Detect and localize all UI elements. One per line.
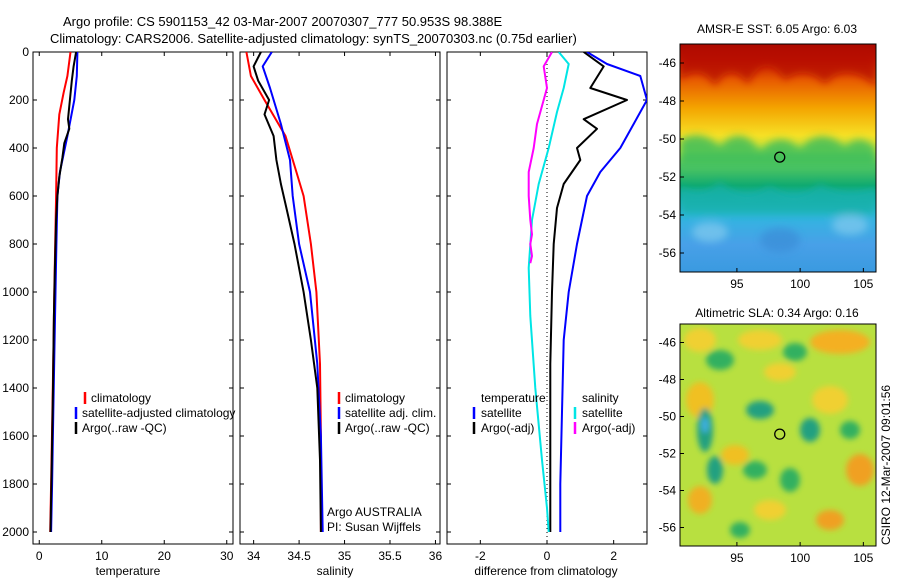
map-y-tick-label: -54 <box>659 484 677 498</box>
difference-panel: -2 0 2 difference from climatology tempera… <box>446 51 648 578</box>
series-line-argo-raw-qc <box>252 52 322 533</box>
sst-map-image <box>680 44 876 272</box>
y-tick-label: 800 <box>9 237 29 251</box>
series-line-climatology <box>245 52 322 532</box>
legend-argo: Argo(..raw -QC) <box>82 421 167 435</box>
difference-xlabel: difference from climatology <box>474 564 617 578</box>
map-x-tick-label: 100 <box>790 277 810 291</box>
map-y-tick-label: -48 <box>659 94 677 108</box>
series-line-argo-raw-qc <box>49 52 78 533</box>
difference-ticks: -2 0 2 <box>447 51 647 563</box>
sla-map-panel: Altimetric SLA: 0.34 Argo: 0.16 <box>659 306 877 566</box>
y-tick-label: 0 <box>22 45 29 59</box>
x-tick-label: 30 <box>220 549 234 563</box>
x-tick-label: 2 <box>610 549 617 563</box>
y-tick-label: 400 <box>9 141 29 155</box>
legend-climatology: climatology <box>345 391 405 405</box>
sla-argo-location-marker <box>774 428 786 440</box>
sla-map-image <box>680 324 876 546</box>
sst-map-frame <box>679 43 877 273</box>
temperature-axes-box <box>32 51 234 545</box>
series-line-temperature-satellite <box>559 52 647 532</box>
annotation-argo-australia: Argo AUSTRALIA <box>327 505 422 519</box>
salinity-lines <box>245 52 324 533</box>
temperature-legend: climatology satellite-adjusted climatolo… <box>74 391 235 435</box>
legend-satellite-adj: satellite adj. clim. <box>345 406 436 420</box>
figure-title-line1: Argo profile: CS 5901153_42 03-Mar-2007 … <box>63 14 503 29</box>
difference-axes-box <box>446 51 648 545</box>
map-x-tick-label: 105 <box>853 551 873 565</box>
sla-map-ticks: 95 100 105 -46 -48 -50 -52 -54 -56 <box>659 336 874 566</box>
difference-lines <box>527 52 647 533</box>
salinity-panel: 34 34.5 35 35.5 36 salinity climatology sate… <box>239 51 443 578</box>
difference-legend: temperature salinity satellite Argo(-adj… <box>472 391 635 435</box>
series-line-salinity-satellite <box>527 52 570 533</box>
sst-map-title: AMSR-E SST: 6.05 Argo: 6.03 <box>697 22 857 36</box>
y-tick-label: 1400 <box>2 381 29 395</box>
sst-map-ticks: 95 100 105 -46 -48 -50 -52 -54 -56 <box>659 56 874 291</box>
x-tick-label: 20 <box>158 549 172 563</box>
annotation-pi: PI: Susan Wijffels <box>327 520 421 534</box>
map-y-tick-label: -54 <box>659 208 677 222</box>
x-tick-label: 0 <box>36 549 43 563</box>
x-tick-label: 0 <box>544 549 551 563</box>
x-tick-label: 34.5 <box>287 549 311 563</box>
map-x-tick-label: 105 <box>853 277 873 291</box>
legend-satellite-adjusted: satellite-adjusted climatology <box>82 406 235 420</box>
sla-map-title: Altimetric SLA: 0.34 Argo: 0.16 <box>695 306 859 320</box>
x-tick-label: 35.5 <box>378 549 402 563</box>
temperature-ticks: 0 10 20 30 0 200 400 600 800 1000 1200 1400 1600 1800… <box>2 45 233 563</box>
temperature-panel: 0 10 20 30 0 200 400 600 800 1000 1200 1400 1600 1800… <box>2 45 235 578</box>
y-tick-label: 1800 <box>2 477 29 491</box>
temperature-xlabel: temperature <box>96 564 161 578</box>
legend-temp-argo: Argo(-adj) <box>481 421 534 435</box>
salinity-legend: climatology satellite adj. clim. Argo(..… <box>337 391 436 435</box>
legend-temp-satellite: satellite <box>481 406 522 420</box>
map-y-tick-label: -56 <box>659 521 677 535</box>
legend-climatology: climatology <box>91 391 151 405</box>
map-y-tick-label: -48 <box>659 373 677 387</box>
map-x-tick-label: 100 <box>790 551 810 565</box>
y-tick-label: 200 <box>9 93 29 107</box>
legend-sal-satellite: satellite <box>582 406 623 420</box>
map-x-tick-label: 95 <box>730 277 744 291</box>
map-x-tick-label: 95 <box>730 551 744 565</box>
y-tick-label: 1000 <box>2 285 29 299</box>
x-tick-label: 36 <box>429 549 443 563</box>
sla-map-frame <box>679 323 877 547</box>
map-y-tick-label: -46 <box>659 56 677 70</box>
salinity-ticks: 34 34.5 35 35.5 36 <box>240 51 443 563</box>
temperature-lines <box>49 52 79 533</box>
y-tick-label: 2000 <box>2 525 29 539</box>
footer-timestamp: CSIRO 12-Mar-2007 09:01:56 <box>879 385 893 545</box>
figure-title-line2: Climatology: CARS2006. Satellite-adjuste… <box>50 31 577 46</box>
series-line-satellite-adj-clim <box>261 52 324 533</box>
y-tick-label: 1200 <box>2 333 29 347</box>
legend-header-temperature: temperature <box>481 391 546 405</box>
legend-sal-argo: Argo(-adj) <box>582 421 635 435</box>
map-y-tick-label: -56 <box>659 246 677 260</box>
y-tick-label: 600 <box>9 189 29 203</box>
sst-argo-location-marker <box>774 151 786 163</box>
map-y-tick-label: -52 <box>659 447 677 461</box>
x-tick-label: 10 <box>95 549 109 563</box>
x-tick-label: 34 <box>247 549 261 563</box>
map-y-tick-label: -50 <box>659 410 677 424</box>
sst-map-panel: AMSR-E SST: 6.05 Argo: 6.03 95 100 105 -46 -… <box>659 22 877 291</box>
map-y-tick-label: -52 <box>659 170 677 184</box>
map-y-tick-label: -50 <box>659 132 677 146</box>
x-tick-label: -2 <box>475 549 486 563</box>
x-tick-label: 35 <box>338 549 352 563</box>
salinity-xlabel: salinity <box>317 564 354 578</box>
series-line-temperature-argo-adj <box>549 52 628 532</box>
map-y-tick-label: -46 <box>659 336 677 350</box>
legend-argo: Argo(..raw -QC) <box>345 421 430 435</box>
y-tick-label: 1600 <box>2 429 29 443</box>
legend-header-salinity: salinity <box>582 391 619 405</box>
series-line-salinity-argo-adj <box>527 52 553 264</box>
